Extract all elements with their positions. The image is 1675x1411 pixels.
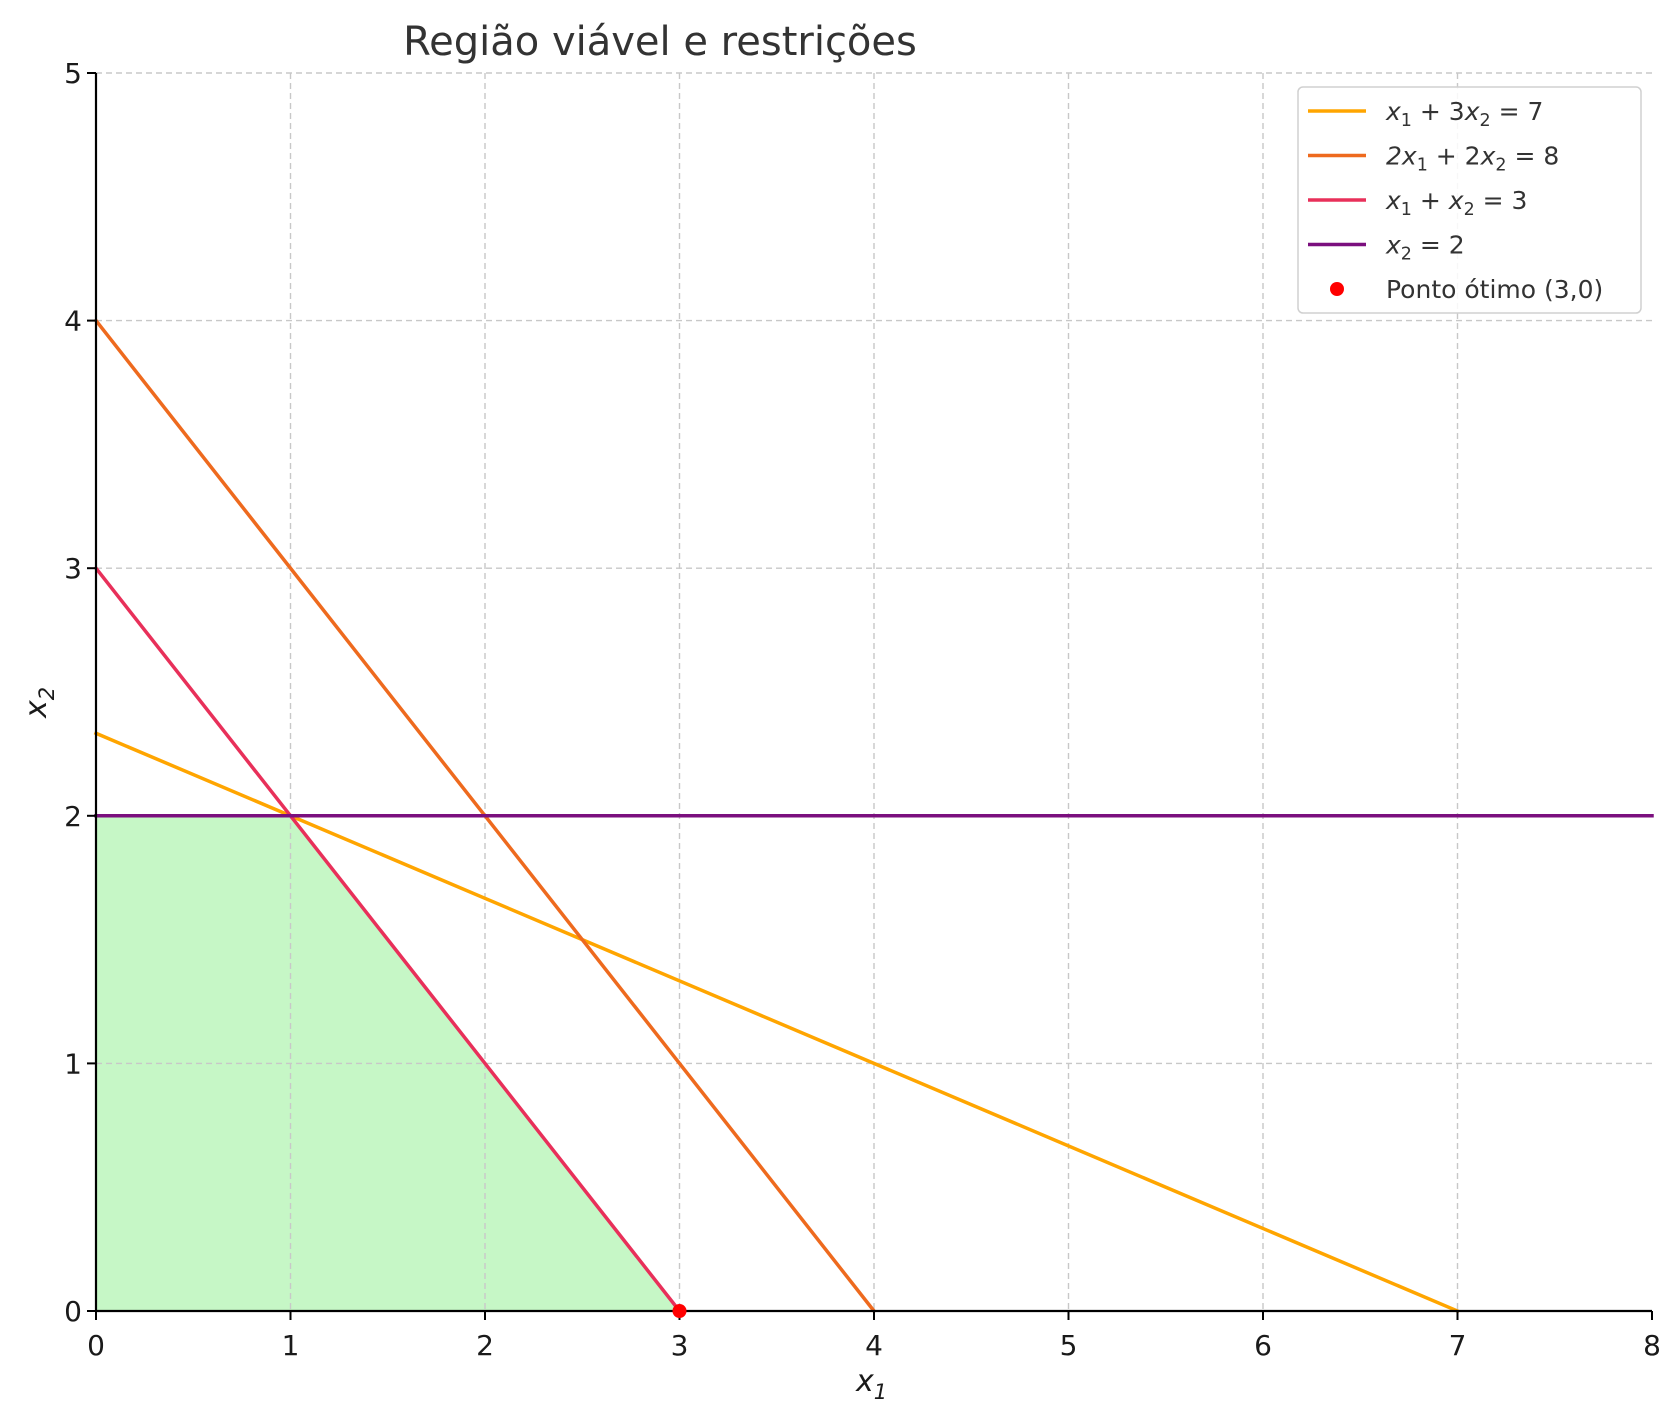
series-line-1 — [93, 730, 1460, 1314]
legend-label-5: Ponto ótimo (3,0) — [1386, 275, 1603, 304]
legend-label-4: x2 = 2 — [1385, 231, 1465, 265]
x-tick-label: 0 — [87, 1329, 105, 1362]
legend-label-3: x1 + x2 = 3 — [1385, 186, 1527, 220]
legend-label-1: x1 + 3x2 = 7 — [1385, 97, 1543, 131]
y-tick-label: 5 — [64, 57, 82, 90]
y-tick-label: 1 — [64, 1047, 82, 1080]
y-axis-label: x2 — [19, 687, 59, 719]
y-tick-label: 4 — [64, 305, 82, 338]
ticks-layer: 0 1 2 3 4 5 6 7 8 0 1 2 3 4 5 — [64, 57, 1661, 1362]
grid-layer — [96, 72, 1652, 1311]
chart-title: Região viável e restrições — [403, 19, 917, 65]
svg-text:x2: x2 — [19, 687, 59, 719]
x-axis-label: x1 — [855, 1364, 887, 1404]
x-tick-label: 8 — [1643, 1329, 1661, 1362]
legend-swatch-marker — [1330, 282, 1344, 296]
legend: x1 + 3x2 = 7 2x1 + 2x2 = 8 x1 + x2 = 3 x2 =… — [1297, 86, 1642, 314]
optimal-point-layer — [672, 1304, 687, 1318]
y-tick-label: 0 — [64, 1295, 82, 1328]
x-tick-label: 2 — [476, 1329, 494, 1362]
legend-label-2: 2x1 + 2x2 = 8 — [1386, 142, 1559, 176]
x-tick-label: 3 — [671, 1329, 689, 1362]
x-tick-label: 1 — [282, 1329, 300, 1362]
x-tick-label: 5 — [1060, 1329, 1078, 1362]
series-line-3 — [93, 565, 682, 1314]
x-tick-label: 6 — [1254, 1329, 1272, 1362]
series-layer — [93, 318, 1654, 1314]
x-tick-label: 7 — [1449, 1329, 1467, 1362]
y-tick-label: 2 — [64, 800, 82, 833]
x-tick-label: 4 — [865, 1329, 883, 1362]
legend-box — [1297, 86, 1642, 314]
svg-text:x1: x1 — [855, 1364, 887, 1404]
y-tick-label: 3 — [64, 552, 82, 585]
optimal-point-marker — [672, 1304, 687, 1318]
